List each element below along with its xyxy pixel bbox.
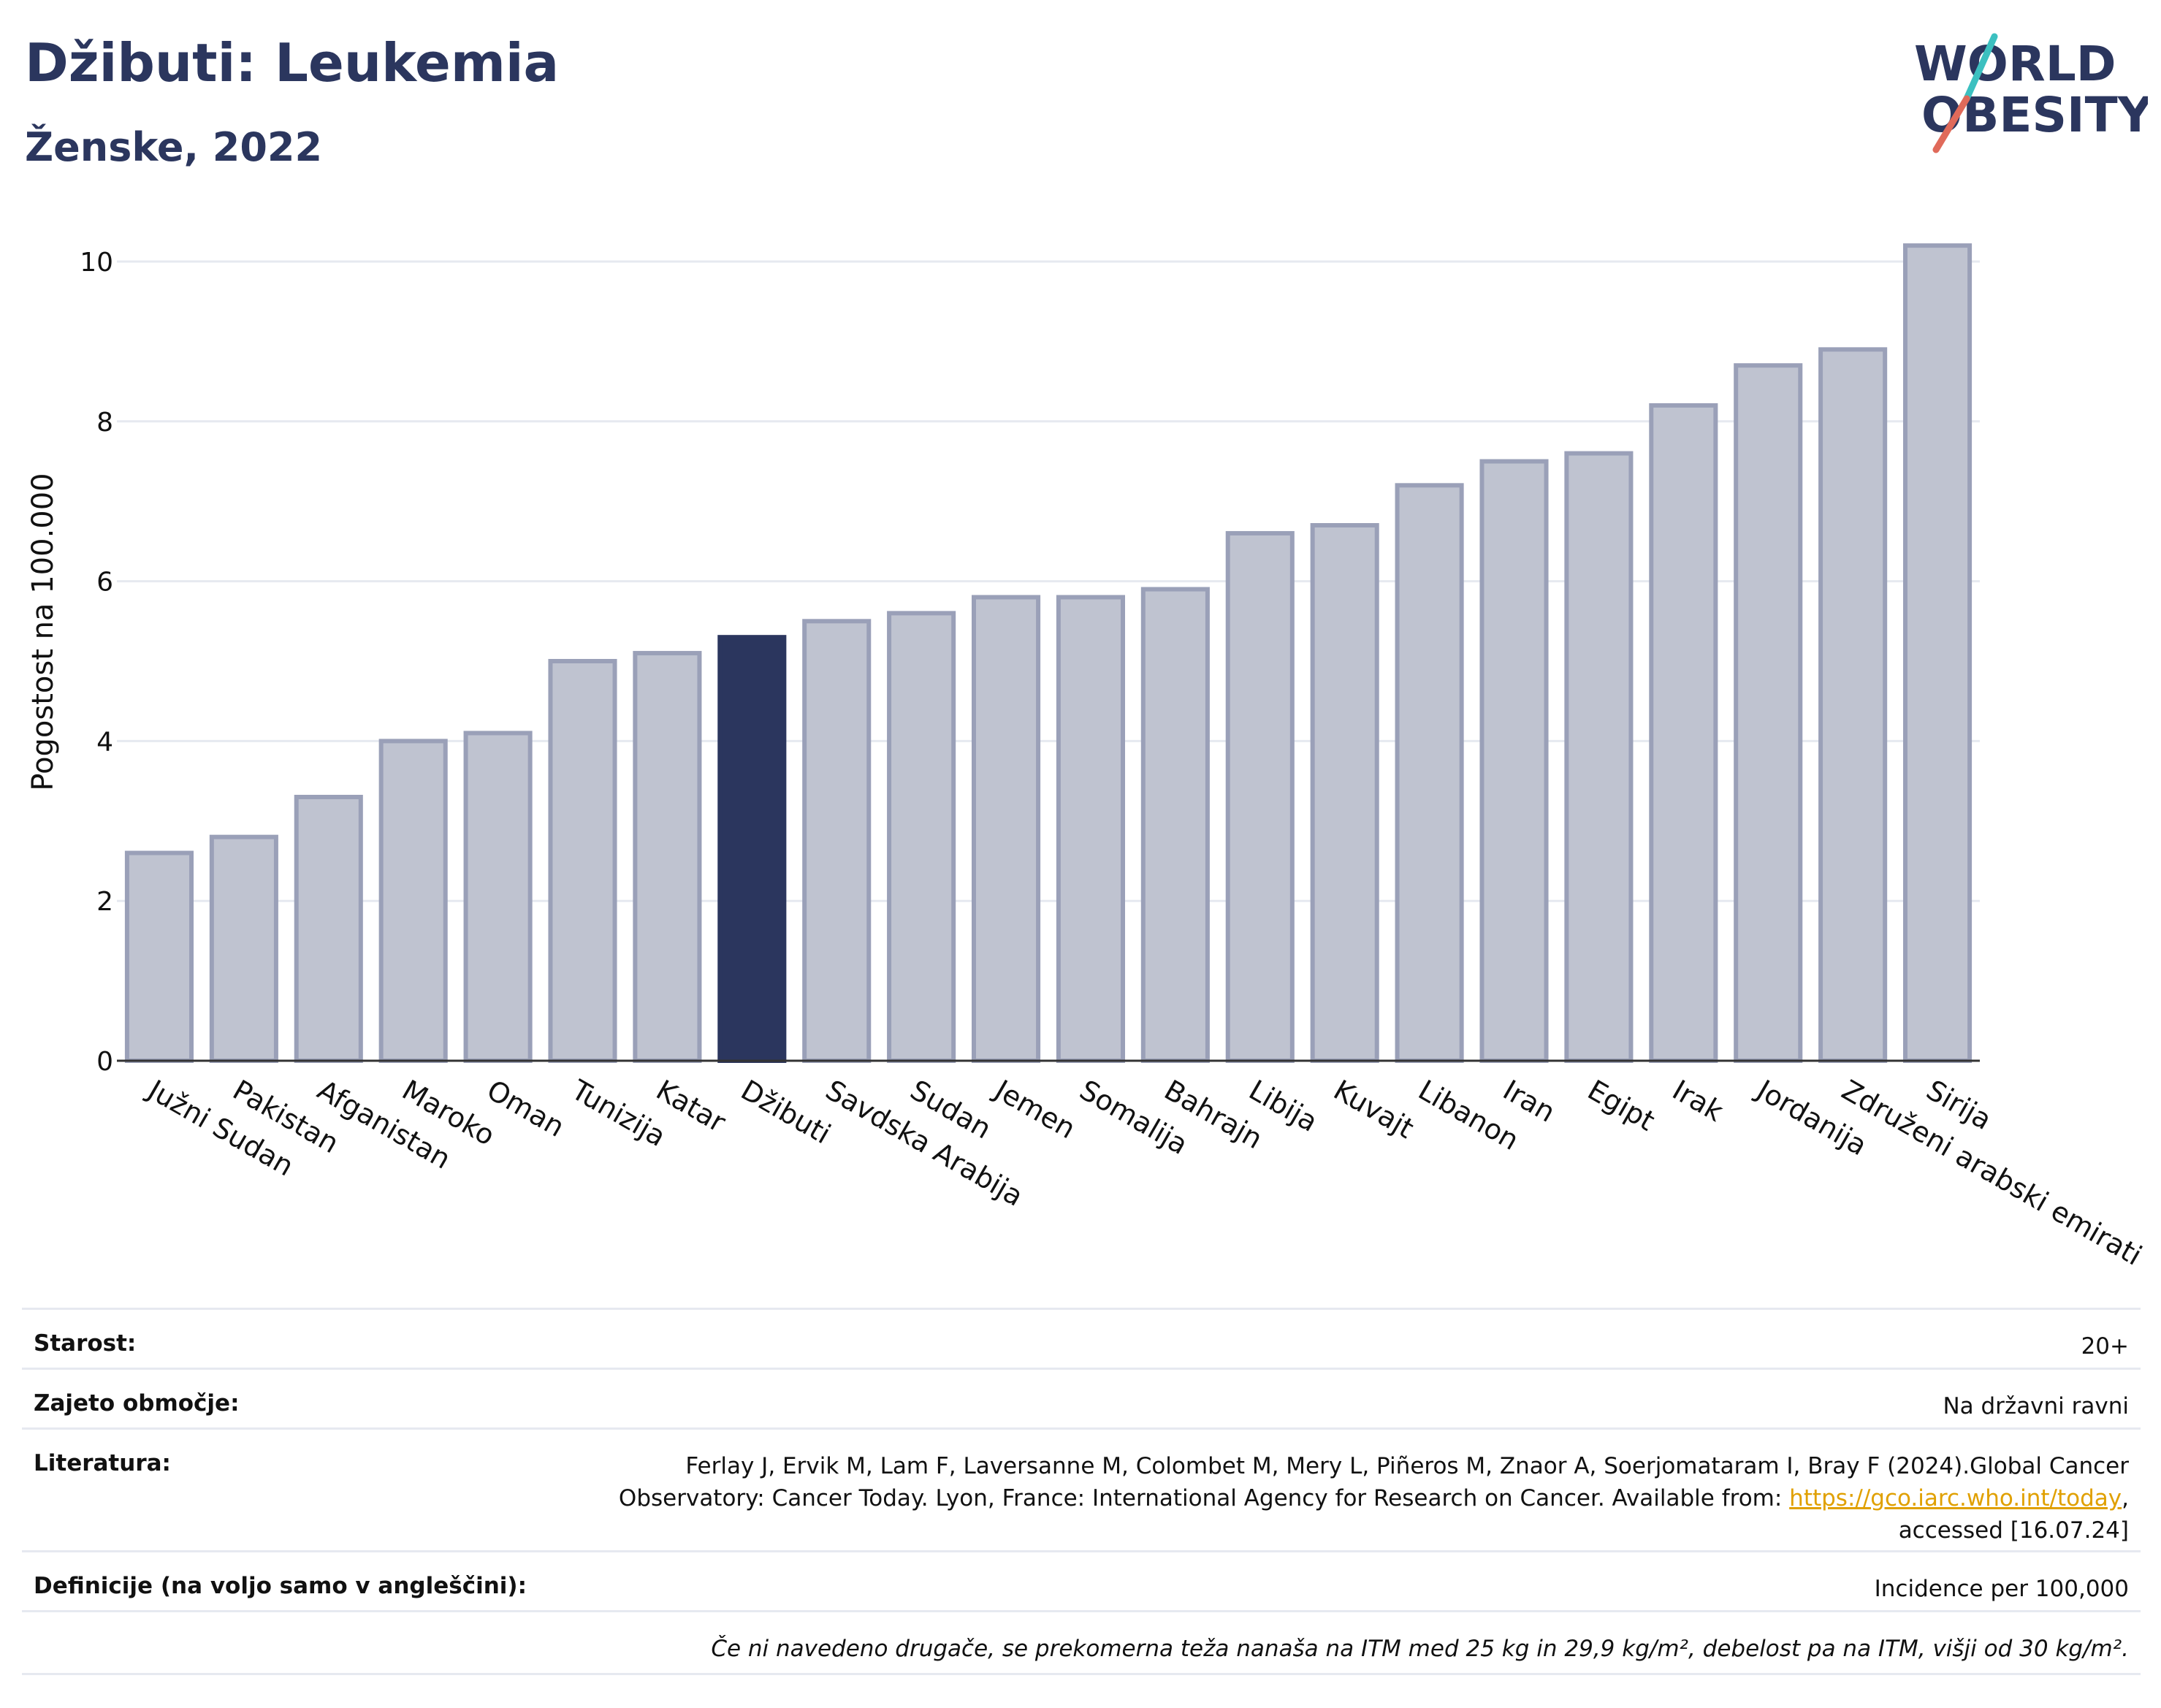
x-tick-label: Kuvajt <box>1328 1074 1419 1145</box>
x-tick-labels: Južni SudanPakistanAfganistanMarokoOmanT… <box>142 1073 2147 1272</box>
info-row-coverage: Zajeto območje: Na državni ravni <box>22 1368 2141 1430</box>
bar-7[interactable] <box>717 635 787 1063</box>
bar-1[interactable] <box>209 834 278 1064</box>
references-line2-text: Observatory: Cancer Today. Lyon, France:… <box>618 1485 1790 1511</box>
references-line3: accessed [16.07.24] <box>1898 1517 2129 1544</box>
definitions-label: Definicije (na voljo samo v angleščini): <box>34 1573 527 1599</box>
bar-14[interactable] <box>1310 523 1379 1063</box>
logo-slash-coral <box>1932 95 1970 153</box>
bar-12[interactable] <box>1140 587 1210 1063</box>
y-tick-label: 10 <box>80 248 113 278</box>
x-tick-label: Irak <box>1667 1074 1729 1128</box>
references-line2-end: , <box>2122 1485 2129 1511</box>
references-line1: Ferlay J, Ervik M, Lam F, Laversanne M, … <box>685 1453 2129 1479</box>
x-tick-label: Egipt <box>1582 1074 1661 1137</box>
y-tick-label: 6 <box>96 568 113 598</box>
logo-line1: WORLD <box>1914 36 2116 92</box>
bar-17[interactable] <box>1564 451 1634 1063</box>
info-row-note: Če ni navedeno drugače, se prekomerna te… <box>22 1610 2141 1675</box>
bar-5[interactable] <box>548 659 617 1063</box>
bar-3[interactable] <box>378 739 448 1064</box>
bar-13[interactable] <box>1225 530 1295 1063</box>
logo-slash-teal <box>1963 33 1998 102</box>
y-tick-label: 4 <box>96 727 113 757</box>
references-line2: Observatory: Cancer Today. Lyon, France:… <box>619 1482 2129 1514</box>
x-tick-label: Jemen <box>988 1073 1081 1145</box>
y-tick-label: 0 <box>96 1047 113 1077</box>
bar-4[interactable] <box>463 731 533 1064</box>
bar-10[interactable] <box>972 595 1041 1063</box>
chart-title: Džibuti: Leukemia <box>25 32 560 94</box>
bar-16[interactable] <box>1479 459 1549 1063</box>
coverage-label: Zajeto območje: <box>34 1390 240 1417</box>
bar-21[interactable] <box>1903 243 1973 1063</box>
bar-18[interactable] <box>1649 403 1718 1063</box>
bar-chart: 0 2 4 6 8 10 Južni SudanPakistanAfganistanMar… <box>26 243 2147 1272</box>
y-tick-label: 2 <box>96 887 113 917</box>
coverage-value: Na državni ravni <box>1943 1393 2129 1419</box>
bar-20[interactable] <box>1818 347 1888 1063</box>
bar-11[interactable] <box>1056 595 1125 1063</box>
bar-15[interactable] <box>1395 483 1464 1063</box>
info-bottom-border <box>22 1673 2141 1675</box>
bar-9[interactable] <box>887 611 956 1063</box>
info-row-references: Literatura: Ferlay J, Ervik M, Lam F, La… <box>22 1427 2141 1552</box>
age-label: Starost: <box>34 1330 137 1357</box>
bar-19[interactable] <box>1734 363 1803 1064</box>
info-row-definitions: Definicije (na voljo samo v angleščini):… <box>22 1550 2141 1612</box>
world-obesity-logo: WORLD OBESITY <box>1914 33 2148 153</box>
note-text: Če ni navedeno drugače, se prekomerna te… <box>711 1636 2129 1662</box>
bars <box>124 243 1973 1064</box>
info-row-age: Starost: 20+ <box>22 1308 2141 1370</box>
bar-2[interactable] <box>294 794 363 1063</box>
y-axis-label: Pogostost na 100.000 <box>26 473 60 790</box>
x-tick-label: Združeni arabski emirati <box>1837 1074 2148 1272</box>
bar-6[interactable] <box>633 651 702 1063</box>
bar-8[interactable] <box>802 619 872 1063</box>
x-tick-label: Džibuti <box>736 1074 836 1151</box>
chart-subtitle: Ženske, 2022 <box>25 124 323 170</box>
y-tick-labels: 0 2 4 6 8 10 <box>80 248 113 1077</box>
references-label: Literatura: <box>34 1450 171 1476</box>
references-value: Ferlay J, Ervik M, Lam F, Laversanne M, … <box>619 1450 2129 1547</box>
definitions-value: Incidence per 100,000 <box>1874 1576 2129 1602</box>
age-value: 20+ <box>2081 1333 2129 1360</box>
bar-0[interactable] <box>124 850 194 1064</box>
x-tick-label: Tunizija <box>565 1073 671 1153</box>
y-tick-label: 8 <box>96 408 113 438</box>
references-link[interactable]: https://gco.iarc.who.int/today <box>1789 1485 2122 1511</box>
